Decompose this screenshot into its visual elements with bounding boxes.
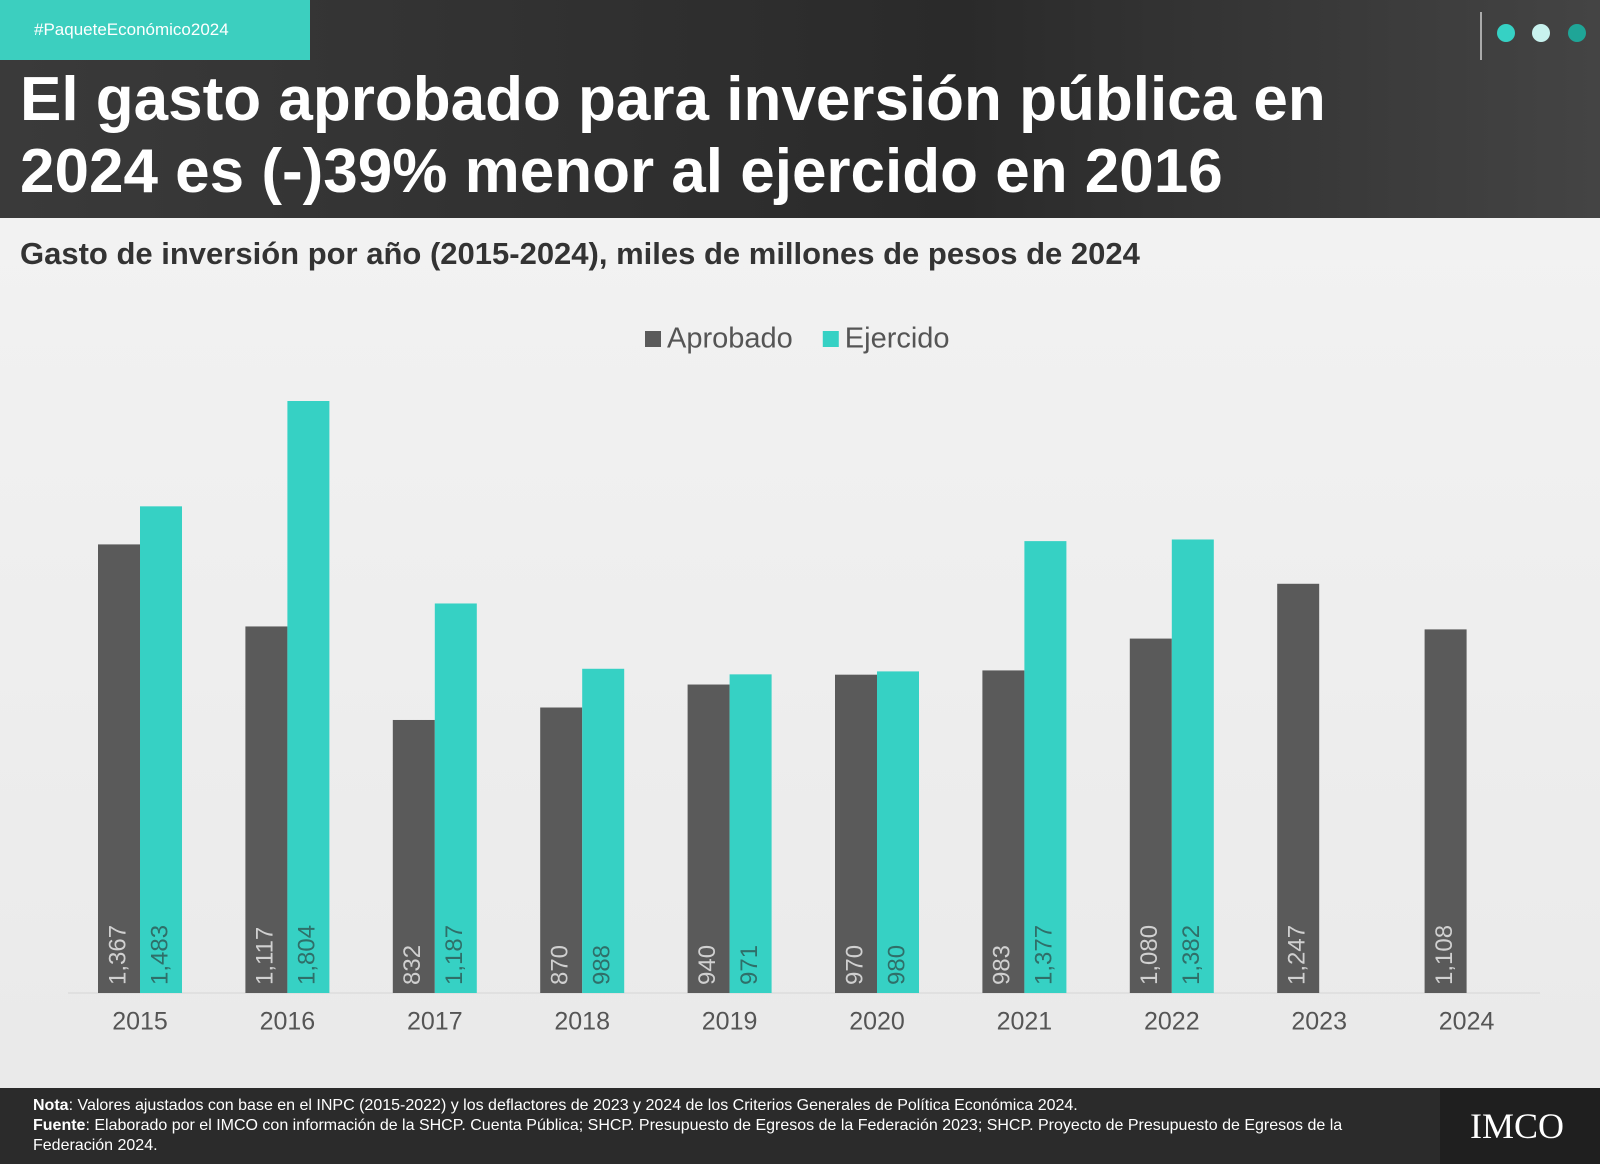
bar xyxy=(540,707,583,993)
bar xyxy=(1277,583,1320,993)
bar xyxy=(1424,629,1467,993)
data-label: 1,187 xyxy=(441,925,468,985)
data-label: 1,382 xyxy=(1178,925,1205,985)
x-tick-label: 2015 xyxy=(112,1008,168,1036)
x-tick-label: 2019 xyxy=(702,1008,758,1036)
data-label: 988 xyxy=(589,945,616,985)
header: #PaqueteEconómico2024 El gasto aprobado … xyxy=(0,0,1600,218)
note-label: Nota xyxy=(33,1097,69,1114)
x-tick-label: 2018 xyxy=(554,1008,610,1036)
x-tick-label: 2020 xyxy=(849,1008,905,1036)
bar xyxy=(98,544,140,993)
bar xyxy=(434,603,477,993)
x-tick-label: 2022 xyxy=(1144,1008,1200,1036)
dot xyxy=(1532,24,1550,42)
title-line: El gasto aprobado para inversión pública… xyxy=(20,65,1326,134)
bar xyxy=(729,674,772,993)
dot xyxy=(1568,24,1586,42)
logo: IMCO xyxy=(1440,1088,1600,1164)
data-label: 983 xyxy=(989,945,1016,985)
bar xyxy=(287,401,330,993)
x-tick-label: 2021 xyxy=(997,1008,1053,1036)
bar xyxy=(140,506,182,993)
data-label: 970 xyxy=(841,945,868,985)
legend-label: Aprobado xyxy=(667,323,793,355)
data-label: 1,367 xyxy=(104,925,131,985)
data-label: 1,080 xyxy=(1136,925,1163,985)
bar xyxy=(982,670,1025,993)
x-tick-label: 2016 xyxy=(260,1008,316,1036)
data-label: 940 xyxy=(694,945,721,985)
legend-label: Ejercido xyxy=(845,323,950,355)
dot xyxy=(1497,24,1515,42)
x-tick-label: 2017 xyxy=(407,1008,463,1036)
bar xyxy=(1129,638,1172,993)
divider xyxy=(1480,12,1482,60)
source-text: : Elaborado por el IMCO con información … xyxy=(33,1117,1343,1154)
data-label: 1,483 xyxy=(146,925,173,985)
chart: Aprobado Ejercido 2015 1,367 1,483 2016 1,117 1… xyxy=(68,323,1540,1036)
bar xyxy=(1024,541,1067,993)
bar xyxy=(877,671,919,993)
data-label: 1,117 xyxy=(252,927,279,985)
data-label: 1,108 xyxy=(1431,925,1458,985)
hashtag: #PaqueteEconómico2024 xyxy=(0,0,310,60)
source-label: Fuente xyxy=(33,1117,86,1134)
data-label: 1,247 xyxy=(1284,925,1311,985)
data-label: 870 xyxy=(547,945,574,985)
chart-title: Gasto de inversión por año (2015-2024), … xyxy=(20,236,1140,271)
x-tick-label: 2023 xyxy=(1291,1008,1347,1036)
legend-swatch xyxy=(822,331,839,347)
data-label: 1,804 xyxy=(294,925,321,985)
bar xyxy=(392,719,435,993)
note-text: : Valores ajustados con base en el INPC … xyxy=(68,1097,1078,1114)
footer: Nota: Valores ajustados con base en el I… xyxy=(0,1088,1600,1164)
bar xyxy=(582,668,625,993)
legend-swatch xyxy=(645,331,661,347)
data-label: 1,377 xyxy=(1031,925,1058,985)
bar xyxy=(687,684,730,993)
bar xyxy=(245,626,288,993)
data-label: 980 xyxy=(883,945,910,985)
data-label: 832 xyxy=(399,945,426,985)
footnotes: Nota: Valores ajustados con base en el I… xyxy=(33,1096,1423,1156)
data-label: 971 xyxy=(736,945,763,985)
bar xyxy=(1171,539,1214,993)
x-tick-label: 2024 xyxy=(1439,1008,1495,1036)
title-line: 2024 es (-)39% menor al ejercido en 2016 xyxy=(20,137,1223,206)
bar xyxy=(835,674,877,993)
